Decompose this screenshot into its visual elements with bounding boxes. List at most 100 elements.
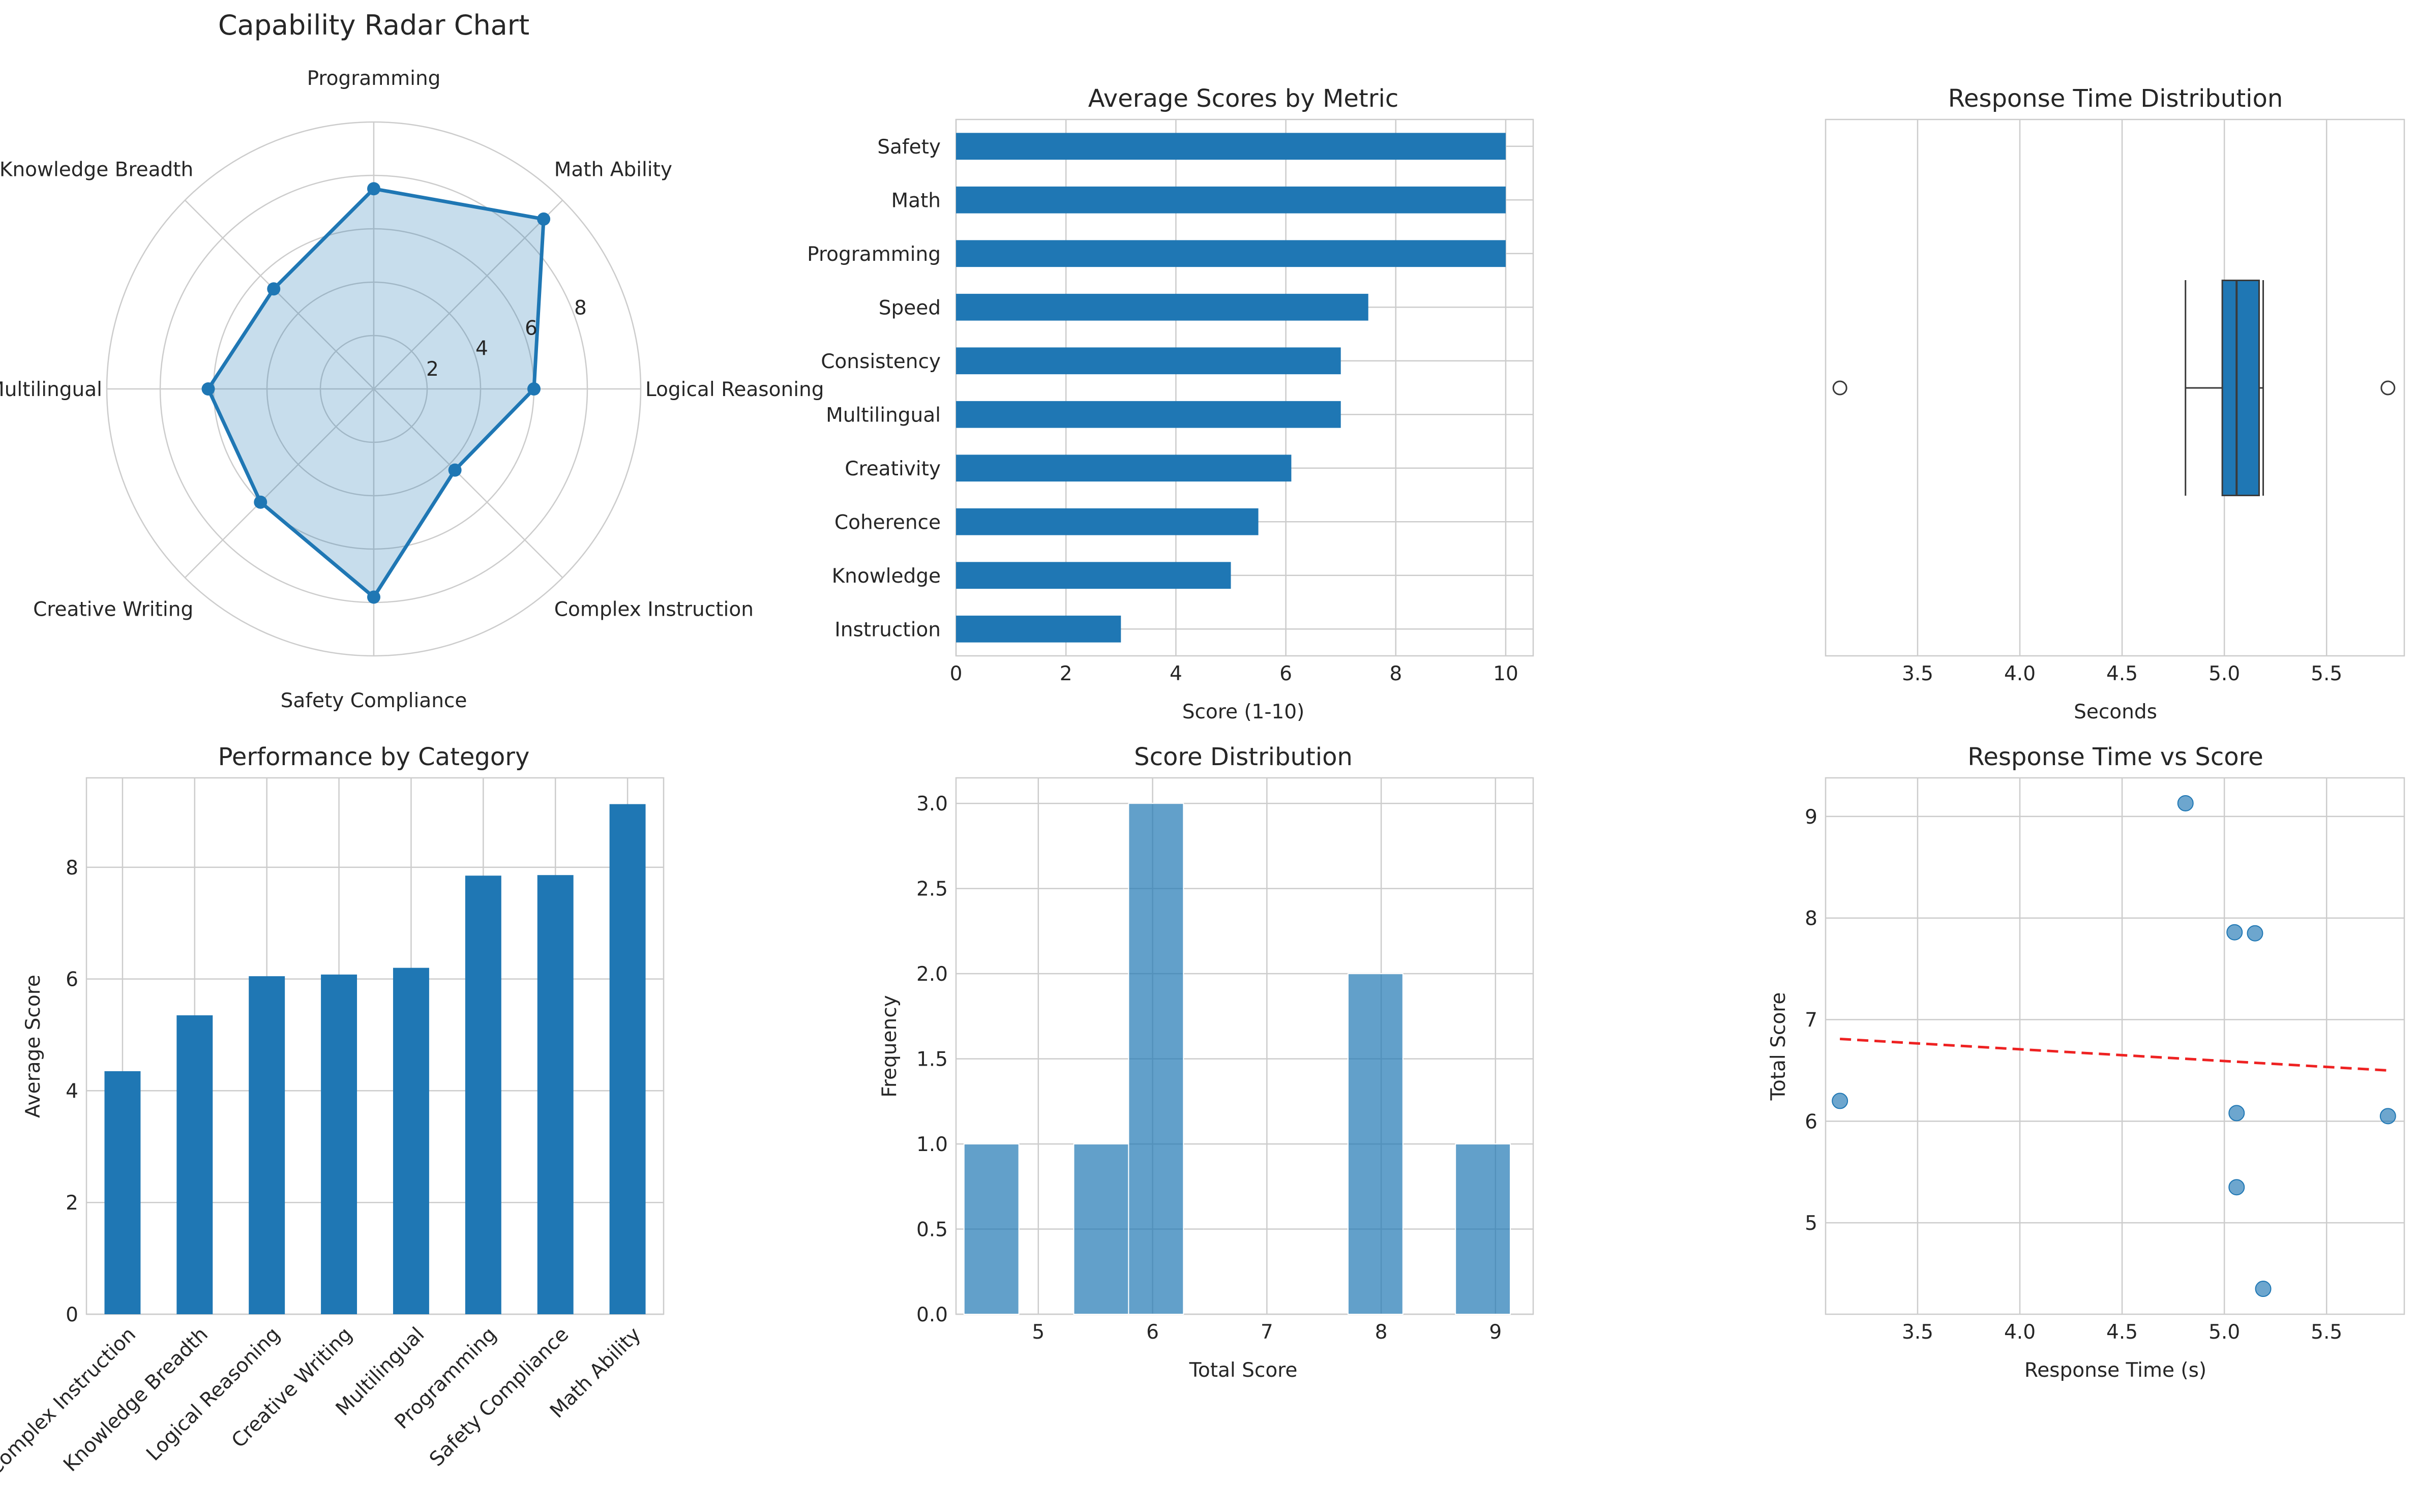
radar-axis-label: Complex Instruction xyxy=(554,598,754,621)
radar-axis-label: Math Ability xyxy=(554,158,672,181)
hist-ytick-label: 1.5 xyxy=(916,1048,948,1071)
scatter-point-0 xyxy=(2177,795,2194,811)
radar-spoke-3 xyxy=(184,199,374,389)
avg-score-bar-math xyxy=(956,186,1506,214)
category-title: Performance by Category xyxy=(218,743,530,771)
avg-scores-category-label: Safety xyxy=(877,136,941,159)
hist-axes-frame xyxy=(955,777,1534,1315)
radar-rtick-label: 8 xyxy=(574,296,587,319)
category-ytick-label: 4 xyxy=(66,1080,78,1103)
time-vs-score-chart: Response Time vs Score Response Time (s)… xyxy=(1767,743,2405,1382)
scatter-point-2 xyxy=(2247,925,2263,942)
box-xtick-label: 3.5 xyxy=(1902,662,1933,685)
box-xtick-label: 5.5 xyxy=(2311,662,2342,685)
category-bar-multilingual xyxy=(393,967,429,1314)
category-bar-complex-instruction xyxy=(104,1071,141,1314)
avg-score-bar-knowledge xyxy=(956,562,1231,589)
radar-point-math-ability xyxy=(537,212,551,226)
scatter-xtick-label: 5.0 xyxy=(2209,1321,2240,1344)
category-bar-knowledge-breadth xyxy=(176,1015,213,1314)
scatter-ylabel: Total Score xyxy=(1767,992,1790,1101)
category-ytick-label: 6 xyxy=(66,969,78,991)
hist-bin-2 xyxy=(1128,803,1184,1315)
avg-scores-category-label: Speed xyxy=(879,296,941,319)
scatter-ytick-label: 6 xyxy=(1805,1110,1817,1133)
category-bar-programming xyxy=(465,875,501,1314)
avg-score-bar-multilingual xyxy=(956,401,1341,428)
radar-axis-label: Knowledge Breadth xyxy=(0,158,193,181)
hist-xtick-label: 7 xyxy=(1261,1321,1273,1344)
radar-axis-label: Multilingual xyxy=(0,378,102,401)
scatter-point-4 xyxy=(2228,1105,2245,1122)
scatter-point-7 xyxy=(2255,1281,2272,1297)
scatter-point-1 xyxy=(2226,924,2243,941)
hist-ytick-label: 1.0 xyxy=(916,1133,948,1156)
scatter-ytick-label: 9 xyxy=(1805,806,1817,829)
radar-point-knowledge-breadth xyxy=(267,282,281,296)
radar-rtick-label: 2 xyxy=(426,358,439,381)
scatter-ytick-label: 8 xyxy=(1805,908,1817,930)
box-xtick-label: 4.5 xyxy=(2106,662,2138,685)
hist-ytick-label: 0.5 xyxy=(916,1219,948,1242)
scatter-xtick-label: 5.5 xyxy=(2311,1321,2342,1344)
radar-spoke-5 xyxy=(184,388,374,579)
hist-ytick-label: 3.0 xyxy=(916,793,948,815)
avg-scores-category-label: Instruction xyxy=(834,618,941,641)
avg-scores-category-label: Coherence xyxy=(834,511,941,534)
avg-score-bar-programming xyxy=(956,240,1506,267)
scatter-axes-frame xyxy=(1825,777,2405,1315)
box-xtick-label: 5.0 xyxy=(2209,662,2240,685)
hist-xtick-label: 8 xyxy=(1375,1321,1388,1344)
hist-bin-4 xyxy=(1455,1143,1511,1315)
box-title: Response Time Distribution xyxy=(1948,84,2283,113)
avg-scores-category-label: Math xyxy=(891,189,941,212)
hist-bin-1 xyxy=(1073,1143,1129,1315)
avg-scores-chart: Average Scores by Metric Score (1-10) 0 2… xyxy=(807,84,1534,723)
category-axes-frame xyxy=(85,777,665,1315)
box-xtick-label: 4.0 xyxy=(2004,662,2036,685)
hist-ytick-label: 2.5 xyxy=(916,878,948,901)
hist-xlabel: Total Score xyxy=(1189,1359,1298,1382)
radar-axis-label: Programming xyxy=(307,67,441,90)
avg-score-bar-instruction xyxy=(956,615,1121,643)
hist-xtick-label: 6 xyxy=(1146,1321,1159,1344)
avg-scores-category-label: Creativity xyxy=(845,458,941,480)
box-xlabel: Seconds xyxy=(2074,701,2157,723)
scatter-ytick-label: 7 xyxy=(1805,1009,1817,1032)
response-time-box-chart: Response Time Distribution Seconds 3.5 4.… xyxy=(1825,84,2405,723)
radar-point-creative-writing xyxy=(254,495,267,509)
scatter-point-5 xyxy=(2379,1108,2396,1125)
radar-point-complex-instruction xyxy=(448,463,462,477)
radar-spoke-1 xyxy=(373,199,563,389)
scatter-xtick-label: 4.0 xyxy=(2004,1321,2036,1344)
box-iqr xyxy=(2221,280,2260,496)
avg-scores-category-label: Programming xyxy=(807,243,941,266)
radar-spoke-7 xyxy=(373,388,563,579)
scatter-xlabel: Response Time (s) xyxy=(2024,1359,2206,1382)
hist-bin-3 xyxy=(1347,973,1404,1315)
category-ylabel: Average Score xyxy=(22,975,45,1118)
box-outlier-0 xyxy=(1832,380,1847,396)
category-bar-safety-compliance xyxy=(537,875,574,1314)
avg-score-bar-speed xyxy=(956,293,1368,321)
avg-score-bar-coherence xyxy=(956,508,1259,535)
box-outlier-1 xyxy=(2380,380,2396,396)
radar-axis-label: Creative Writing xyxy=(33,598,193,621)
radar-axis-label: Safety Compliance xyxy=(281,689,467,712)
scatter-title: Response Time vs Score xyxy=(1967,743,2263,771)
hist-title: Score Distribution xyxy=(1134,743,1353,771)
scatter-xtick-label: 4.5 xyxy=(2106,1321,2138,1344)
category-ytick-label: 0 xyxy=(66,1304,78,1326)
scatter-point-3 xyxy=(1832,1093,1848,1109)
radar-point-safety-compliance xyxy=(367,590,380,604)
scatter-trend-line xyxy=(1840,1038,2388,1072)
avg-scores-xtick-label: 6 xyxy=(1279,662,1292,685)
avg-scores-xtick-label: 8 xyxy=(1389,662,1402,685)
hist-ytick-label: 2.0 xyxy=(916,963,948,986)
radar-point-logical-reasoning xyxy=(527,382,541,396)
avg-scores-xtick-label: 10 xyxy=(1493,662,1518,685)
avg-scores-category-label: Knowledge xyxy=(832,565,941,588)
avg-scores-xtick-label: 2 xyxy=(1060,662,1072,685)
radar-point-programming xyxy=(367,182,380,196)
